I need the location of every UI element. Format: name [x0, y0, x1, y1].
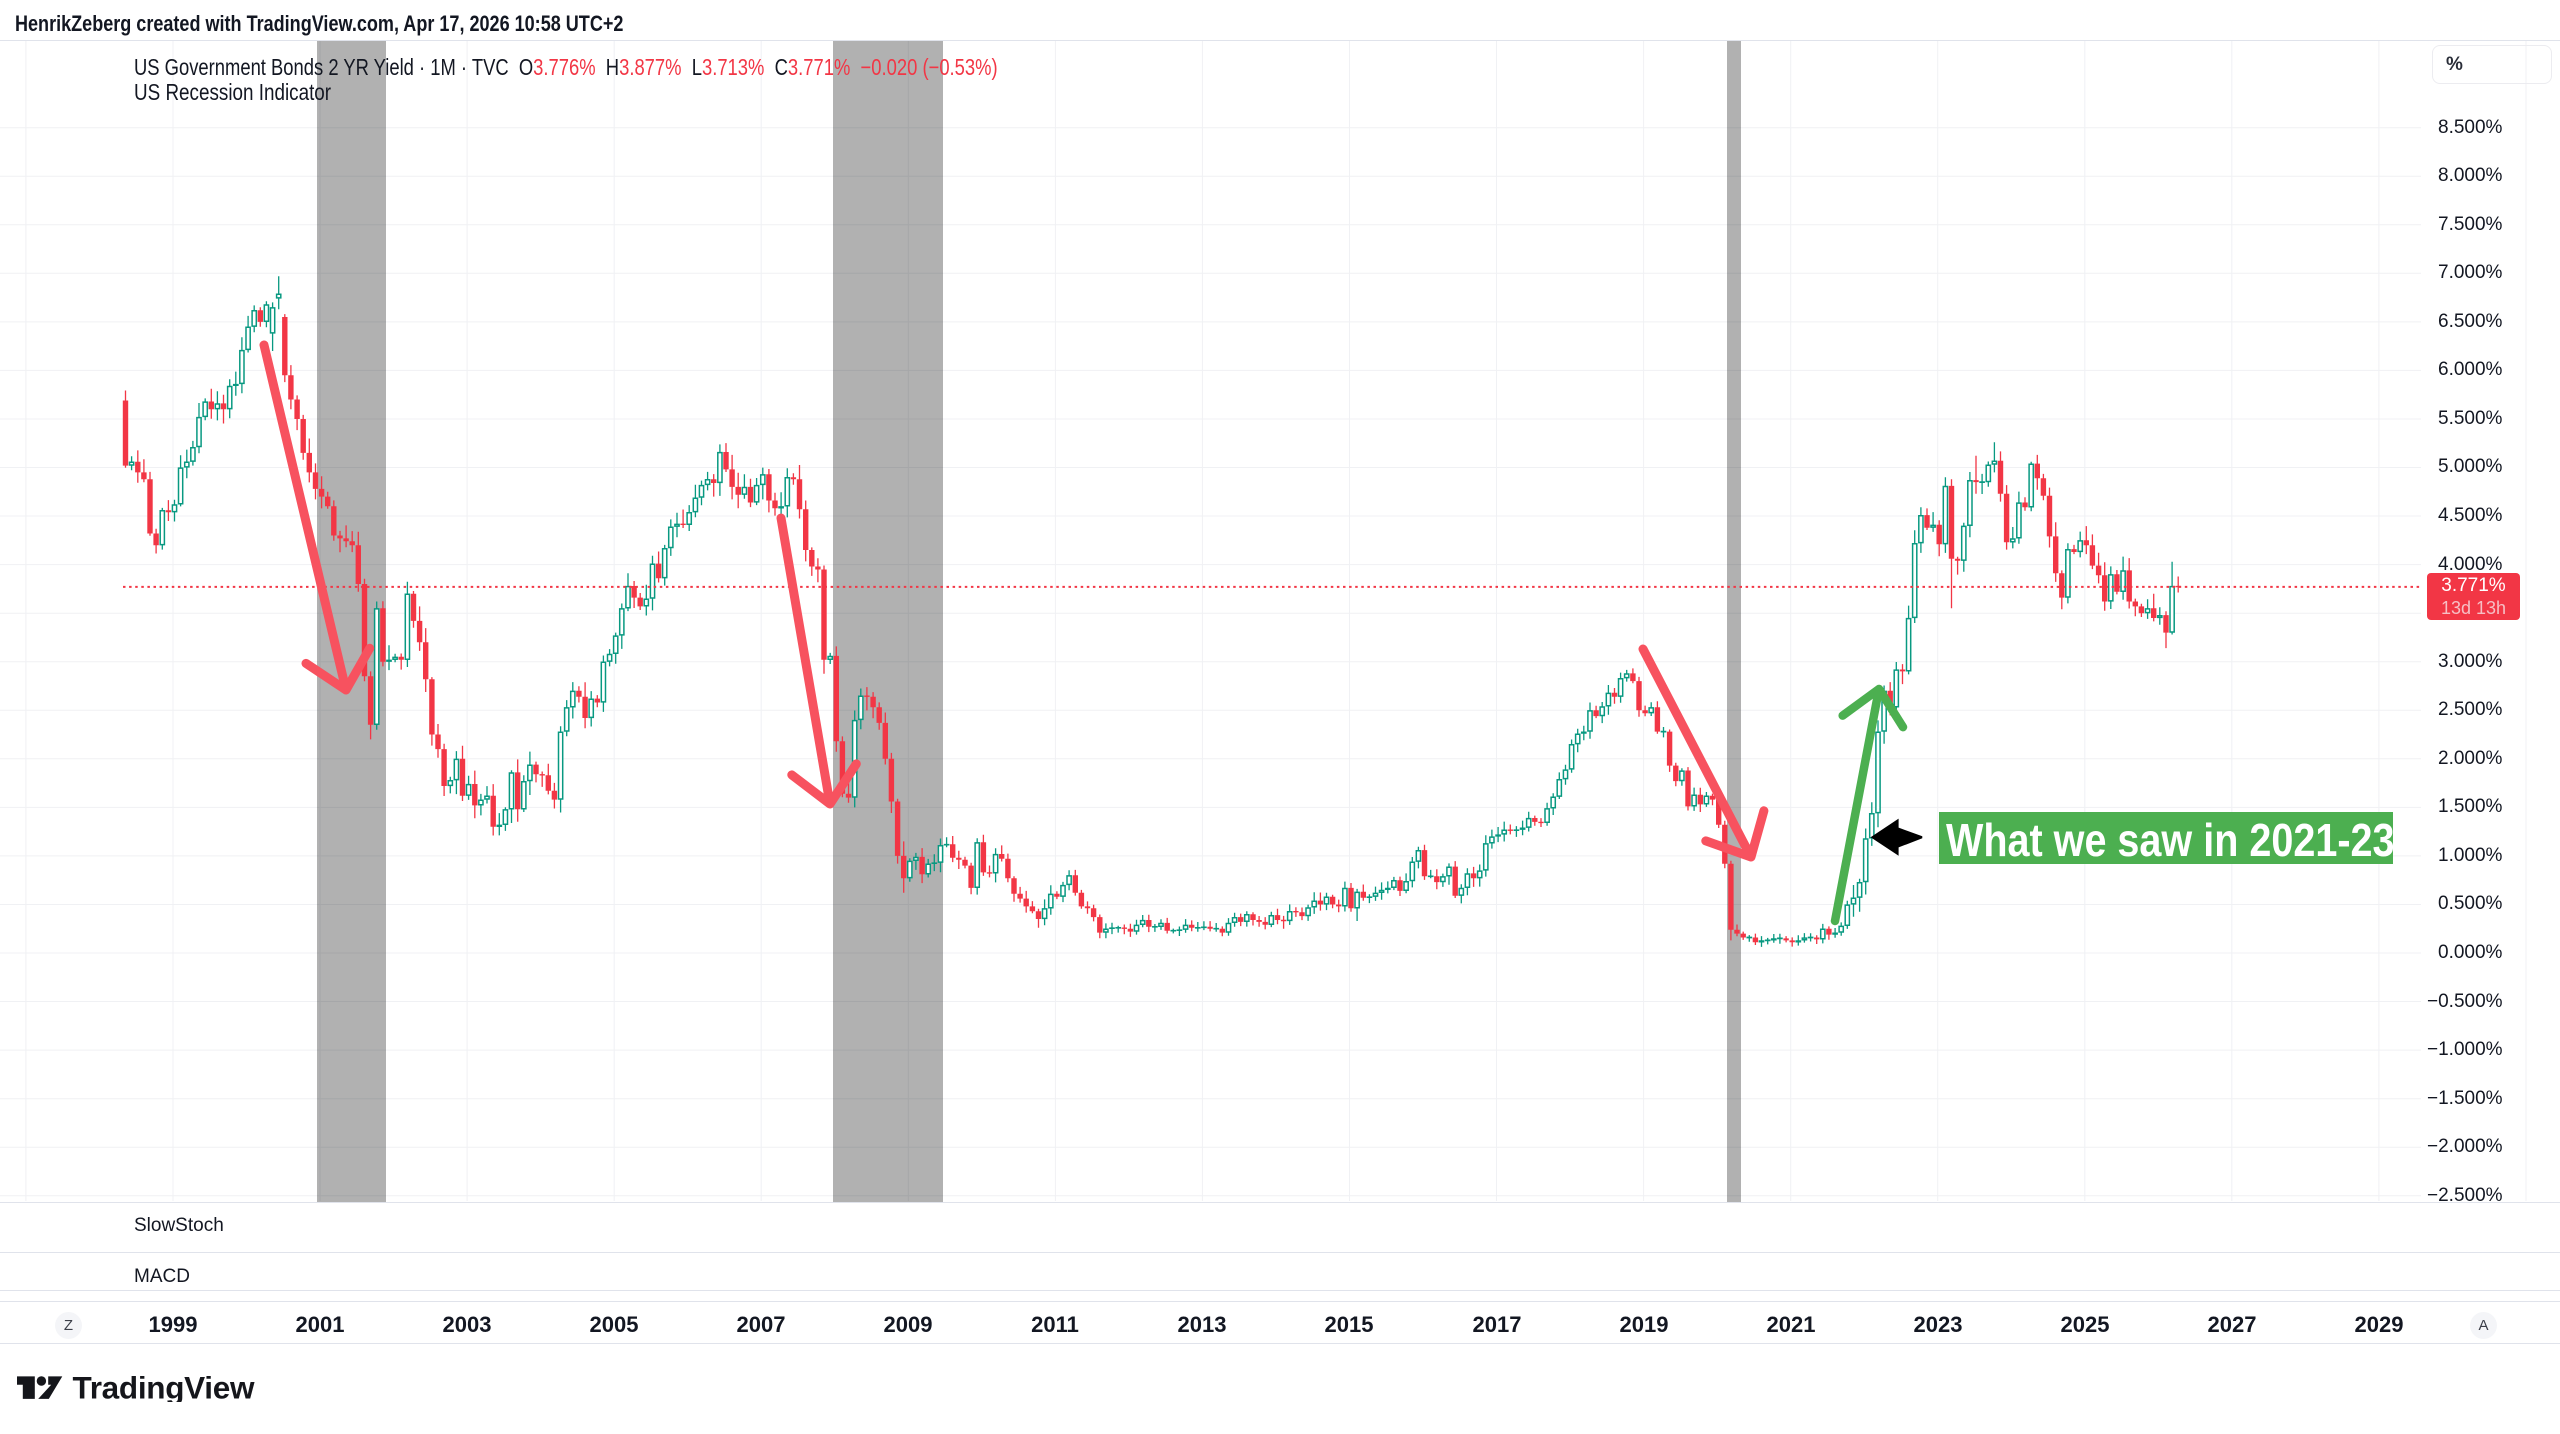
- svg-text:TradingView: TradingView: [73, 1376, 255, 1402]
